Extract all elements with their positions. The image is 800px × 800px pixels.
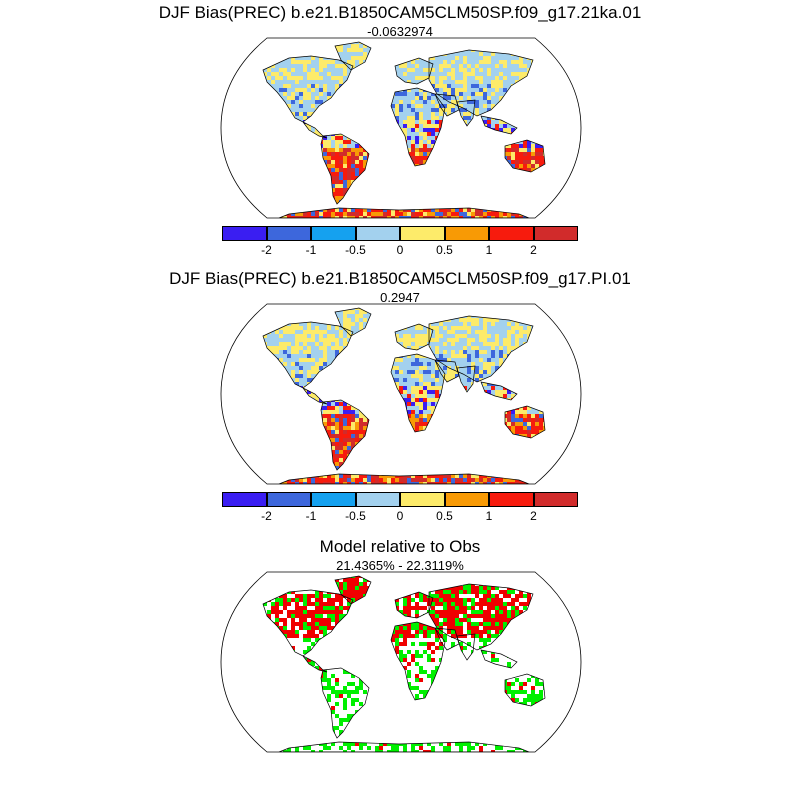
colorbar-tick-label: 0: [396, 243, 404, 257]
colorbar-swatch: [222, 226, 267, 241]
colorbar-tick-label: -0.5: [345, 243, 366, 257]
colorbar-swatch: [222, 492, 267, 507]
colorbar-swatch: [533, 492, 578, 507]
colorbar-swatch: [266, 492, 311, 507]
colorbar-swatch: [533, 226, 578, 241]
colorbar-swatch: [311, 492, 356, 507]
colorbar-pi: -2 -1 -0.5 0 0.5 1 2: [222, 492, 578, 523]
colorbar-swatch: [400, 492, 445, 507]
colorbar-swatch: [355, 226, 400, 241]
colorbar-swatch: [489, 226, 534, 241]
colorbar-tick-label: 0.5: [436, 243, 453, 257]
colorbar-swatch: [400, 226, 445, 241]
relative-map: [220, 571, 582, 753]
colorbar-tick-label: 2: [530, 243, 537, 257]
panel-subtitle: 21.4365% - 22.3119%: [336, 558, 464, 573]
colorbar-tick-label: -1: [305, 509, 317, 523]
colorbar-swatch: [489, 492, 534, 507]
colorbar-tick-label: 0: [396, 509, 404, 523]
bias-map-pi: [220, 303, 582, 485]
colorbar-tick-label: -1: [305, 243, 317, 257]
panel-title: DJF Bias(PREC) b.e21.B1850CAM5CLM50SP.f0…: [169, 269, 631, 288]
colorbar-tick-label: 0.5: [436, 509, 453, 523]
colorbar-tick-label: 1: [485, 509, 493, 523]
colorbar-swatch: [444, 226, 489, 241]
panel-title: DJF Bias(PREC) b.e21.B1850CAM5CLM50SP.f0…: [158, 3, 642, 22]
colorbar-tick-label: 1: [485, 243, 493, 257]
panel-subtitle: 0.2947: [380, 290, 420, 305]
colorbar-tick-label: -0.5: [345, 509, 366, 523]
colorbar-swatch: [444, 492, 489, 507]
colorbar-tick-label: 2: [530, 509, 537, 523]
colorbar-tick-label: -2: [261, 509, 272, 523]
panel-subtitle: -0.0632974: [367, 24, 433, 39]
panel-title: Model relative to Obs: [319, 537, 481, 556]
bias-map-21ka: [220, 37, 582, 219]
colorbar-swatch: [266, 226, 311, 241]
colorbar-swatch: [311, 226, 356, 241]
colorbar-21ka: -2 -1 -0.5 0 0.5 1 2: [222, 226, 578, 257]
colorbar-tick-label: -2: [261, 243, 272, 257]
colorbar-swatch: [355, 492, 400, 507]
